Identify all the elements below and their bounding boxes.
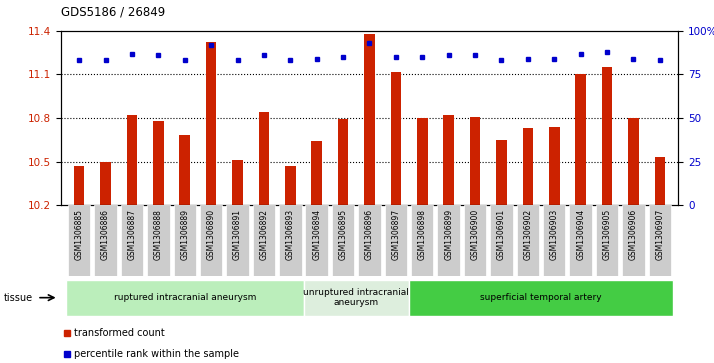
Bar <box>74 166 84 205</box>
Bar <box>470 117 481 205</box>
FancyBboxPatch shape <box>438 205 460 276</box>
FancyBboxPatch shape <box>570 205 592 276</box>
Text: GSM1306907: GSM1306907 <box>655 209 664 260</box>
FancyBboxPatch shape <box>491 205 513 276</box>
Bar <box>258 112 269 205</box>
FancyBboxPatch shape <box>147 205 169 276</box>
Text: GSM1306890: GSM1306890 <box>206 209 216 260</box>
FancyBboxPatch shape <box>226 205 248 276</box>
Text: GSM1306891: GSM1306891 <box>233 209 242 260</box>
Bar <box>285 166 296 205</box>
Bar <box>628 118 639 205</box>
FancyBboxPatch shape <box>279 205 301 276</box>
Text: GSM1306900: GSM1306900 <box>471 209 480 260</box>
Bar <box>496 140 507 205</box>
Bar <box>417 118 428 205</box>
Text: GSM1306897: GSM1306897 <box>391 209 401 260</box>
FancyBboxPatch shape <box>253 205 275 276</box>
FancyBboxPatch shape <box>595 205 618 276</box>
Text: GSM1306904: GSM1306904 <box>576 209 585 260</box>
Bar <box>206 42 216 205</box>
Text: GSM1306889: GSM1306889 <box>180 209 189 260</box>
FancyBboxPatch shape <box>517 205 539 276</box>
Text: unruptured intracranial
aneurysm: unruptured intracranial aneurysm <box>303 288 409 307</box>
Bar <box>575 74 586 205</box>
FancyBboxPatch shape <box>648 205 671 276</box>
FancyBboxPatch shape <box>409 280 673 316</box>
FancyBboxPatch shape <box>94 205 117 276</box>
FancyBboxPatch shape <box>332 205 354 276</box>
Bar <box>100 162 111 205</box>
Text: GSM1306899: GSM1306899 <box>444 209 453 260</box>
Bar <box>391 72 401 205</box>
Bar <box>549 127 560 205</box>
Text: GSM1306896: GSM1306896 <box>365 209 374 260</box>
FancyBboxPatch shape <box>174 205 196 276</box>
Text: GSM1306906: GSM1306906 <box>629 209 638 260</box>
Text: GSM1306898: GSM1306898 <box>418 209 427 260</box>
Bar <box>179 135 190 205</box>
Text: GSM1306895: GSM1306895 <box>338 209 348 260</box>
Text: superficial temporal artery: superficial temporal artery <box>481 293 602 302</box>
Bar <box>153 121 164 205</box>
Text: tissue: tissue <box>4 293 33 303</box>
Text: GSM1306905: GSM1306905 <box>603 209 611 260</box>
Bar <box>232 160 243 205</box>
Text: GSM1306892: GSM1306892 <box>259 209 268 260</box>
FancyBboxPatch shape <box>306 205 328 276</box>
FancyBboxPatch shape <box>303 280 409 316</box>
Bar <box>338 119 348 205</box>
FancyBboxPatch shape <box>464 205 486 276</box>
FancyBboxPatch shape <box>68 205 91 276</box>
Text: GDS5186 / 26849: GDS5186 / 26849 <box>61 5 165 19</box>
Text: GSM1306887: GSM1306887 <box>128 209 136 260</box>
Bar <box>523 128 533 205</box>
FancyBboxPatch shape <box>411 205 433 276</box>
Bar <box>602 67 613 205</box>
FancyBboxPatch shape <box>66 280 303 316</box>
Text: GSM1306893: GSM1306893 <box>286 209 295 260</box>
FancyBboxPatch shape <box>121 205 144 276</box>
Text: percentile rank within the sample: percentile rank within the sample <box>74 349 238 359</box>
Bar <box>655 157 665 205</box>
FancyBboxPatch shape <box>385 205 407 276</box>
Text: GSM1306886: GSM1306886 <box>101 209 110 260</box>
Text: GSM1306888: GSM1306888 <box>154 209 163 260</box>
FancyBboxPatch shape <box>358 205 381 276</box>
Text: GSM1306902: GSM1306902 <box>523 209 533 260</box>
Text: GSM1306901: GSM1306901 <box>497 209 506 260</box>
Bar <box>443 115 454 205</box>
FancyBboxPatch shape <box>622 205 645 276</box>
Text: ruptured intracranial aneurysm: ruptured intracranial aneurysm <box>114 293 256 302</box>
FancyBboxPatch shape <box>543 205 565 276</box>
Bar <box>311 141 322 205</box>
Text: GSM1306903: GSM1306903 <box>550 209 559 260</box>
Bar <box>126 115 137 205</box>
Bar <box>364 34 375 205</box>
FancyBboxPatch shape <box>200 205 222 276</box>
Text: transformed count: transformed count <box>74 327 164 338</box>
Text: GSM1306894: GSM1306894 <box>312 209 321 260</box>
Text: GSM1306885: GSM1306885 <box>75 209 84 260</box>
